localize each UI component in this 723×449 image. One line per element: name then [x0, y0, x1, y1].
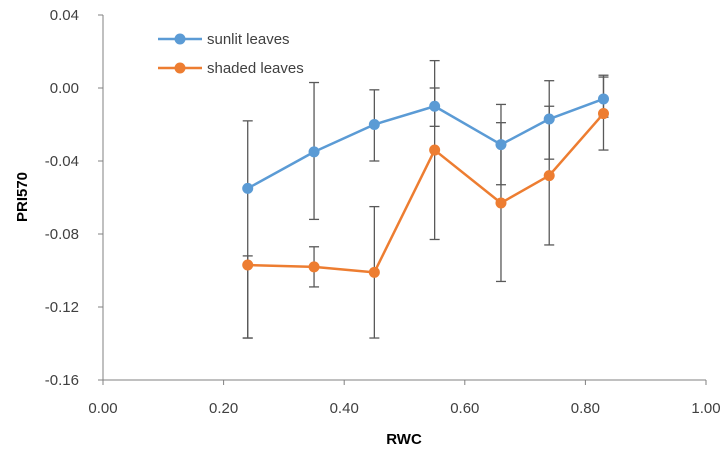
data-point [495, 197, 507, 209]
legend-label: sunlit leaves [207, 31, 290, 48]
error-bar [429, 87, 440, 241]
data-point [308, 261, 320, 273]
data-point [429, 100, 441, 112]
data-point [495, 139, 507, 151]
x-tick-label: 0.40 [330, 400, 359, 417]
data-point [242, 182, 254, 194]
data-point [308, 146, 320, 158]
x-tick-label: 0.80 [571, 400, 600, 417]
data-point [368, 266, 380, 278]
y-tick-label: 0.04 [50, 7, 79, 24]
axes: 0.00 0.20 0.40 0.60 0.80 1.00 0.04 0.00 -0.04 -0.… [45, 7, 721, 417]
data-point [543, 113, 555, 125]
x-axis-title: RWC [386, 431, 422, 448]
series-line-1 [247, 112, 605, 274]
x-tick-label: 0.60 [450, 400, 479, 417]
y-axis-title: PRI570 [14, 172, 31, 222]
y-tick-label: -0.08 [45, 226, 79, 243]
y-tick-label: -0.04 [45, 153, 79, 170]
legend-label: shaded leaves [207, 60, 304, 77]
data-point [242, 259, 254, 271]
legend: sunlit leaves shaded leaves [158, 31, 304, 77]
data-point [543, 170, 555, 182]
legend-item-1: shaded leaves [158, 60, 304, 77]
legend-marker [174, 33, 186, 45]
data-point [597, 93, 609, 105]
legend-item-0: sunlit leaves [158, 31, 290, 48]
data-point [429, 144, 441, 156]
y-tick-label: -0.16 [45, 372, 79, 389]
data-point [368, 119, 380, 130]
x-tick-label: 0.20 [209, 400, 238, 417]
legend-marker [174, 62, 186, 74]
error-bars [242, 59, 609, 339]
data-point [597, 108, 609, 120]
y-tick-label: 0.00 [50, 80, 79, 97]
series-group [242, 93, 609, 278]
y-tick-label: -0.12 [45, 299, 79, 316]
x-tick-label: 1.00 [691, 400, 720, 417]
x-tick-label: 0.00 [88, 400, 117, 417]
